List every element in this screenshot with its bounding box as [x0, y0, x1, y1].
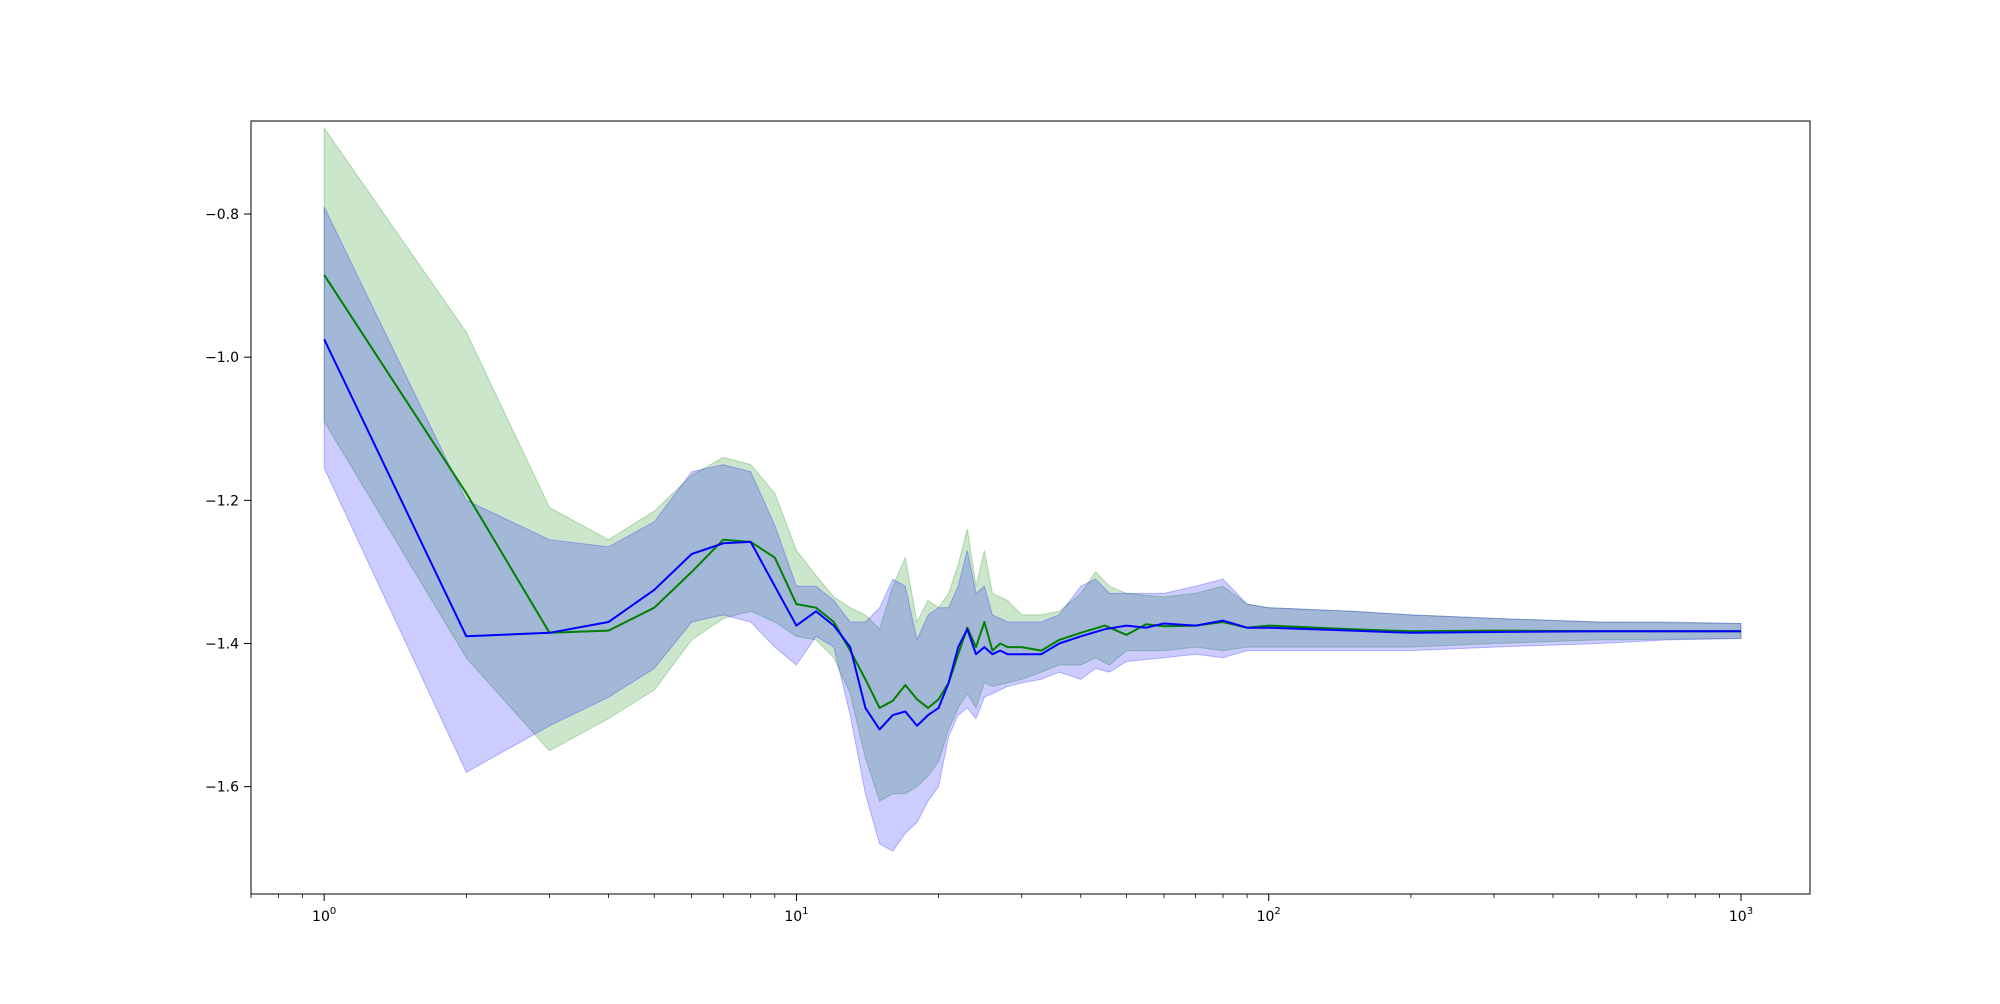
- y-tick-label: −0.8: [205, 207, 239, 223]
- series-2-band: [323, 206, 1742, 852]
- x-tick-label: 100: [312, 906, 336, 925]
- y-tick-label: −1.0: [205, 350, 239, 366]
- series-2-line: [323, 338, 1741, 731]
- x-axis: 100 101 102 103: [250, 894, 1753, 925]
- y-tick-label: −1.6: [205, 780, 239, 796]
- series-lines: [323, 274, 1741, 731]
- confidence-bands: [323, 126, 1742, 852]
- y-tick-label: −1.4: [205, 636, 239, 652]
- y-tick-label: −1.2: [205, 493, 239, 509]
- x-tick-label: 101: [784, 906, 808, 925]
- x-tick-label: 103: [1729, 906, 1753, 925]
- x-tick-label: 102: [1257, 906, 1281, 925]
- y-axis: −0.8 −1.0 −1.2 −1.4 −1.6: [205, 207, 251, 796]
- plot-frame: [250, 120, 1811, 895]
